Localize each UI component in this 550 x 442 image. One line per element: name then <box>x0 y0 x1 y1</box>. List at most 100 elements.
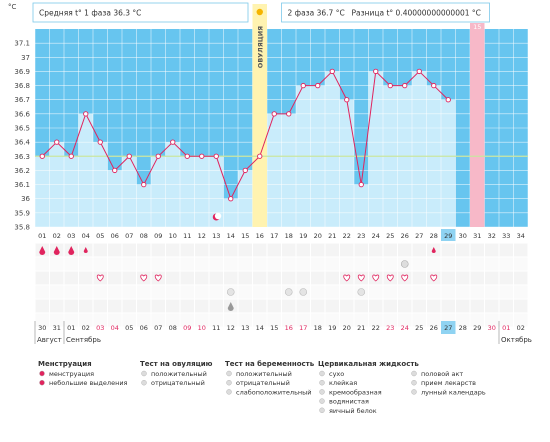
temperature-point <box>155 153 161 159</box>
temperature-bar <box>209 156 224 227</box>
symbol-cell <box>137 313 151 327</box>
symbol-cell <box>50 285 64 299</box>
calendar-day-label: 06 <box>140 324 148 332</box>
symbol-cell <box>296 257 310 271</box>
symbol-cell <box>514 285 528 299</box>
symbol-cell <box>369 243 383 257</box>
legend-icon <box>141 370 147 377</box>
symbol-cell <box>412 271 426 285</box>
symbol-cell <box>166 313 180 327</box>
legend-item: сухо <box>329 370 344 378</box>
symbol-cell <box>456 299 470 313</box>
legend-icon <box>319 380 325 386</box>
symbol-cell <box>151 285 165 299</box>
symbol-cell <box>383 299 397 313</box>
symbol-cell <box>412 257 426 271</box>
top-day-label: 13 <box>444 23 452 31</box>
symbol-cell <box>354 313 368 327</box>
calendar-day-label: 08 <box>169 324 177 332</box>
top-day-label: 11 <box>415 23 423 31</box>
symbol-cell <box>267 299 281 313</box>
symbol-cell <box>441 299 455 313</box>
symbol-cell <box>64 299 78 313</box>
calendar-day-label: 07 <box>154 324 162 332</box>
symbol-cell <box>456 257 470 271</box>
symbol-cell <box>224 257 238 271</box>
symbol-cell <box>296 271 310 285</box>
y-tick-label: 36.5 <box>14 125 30 133</box>
top-day-label: 07 <box>357 23 365 31</box>
intercourse-icon <box>372 274 380 282</box>
intercourse-icon <box>343 274 351 282</box>
legend-title: Тест на беременность <box>225 360 315 368</box>
symbol-cell <box>514 243 528 257</box>
symbol-cell <box>238 285 252 299</box>
calendar-day-label: 11 <box>212 324 220 332</box>
legend-item: клейкая <box>329 379 357 387</box>
symbol-cell <box>137 285 151 299</box>
symbol-cell <box>224 313 238 327</box>
cycle-day-label: 31 <box>473 232 481 240</box>
symbol-cell <box>108 313 122 327</box>
temperature-point <box>97 139 103 145</box>
legend-title: Цервикальная жидкость <box>318 360 419 368</box>
symbol-cell <box>151 257 165 271</box>
temperature-bar <box>122 156 137 227</box>
symbol-cell <box>238 257 252 271</box>
symbol-cell <box>35 271 49 285</box>
symbol-cell <box>470 271 484 285</box>
symbol-cell <box>485 313 499 327</box>
calendar-day-label: 28 <box>459 324 467 332</box>
symbol-cell <box>325 243 339 257</box>
symbol-cell <box>209 257 223 271</box>
calendar-day-label: 18 <box>314 324 322 332</box>
y-axis: °C 35.8 35.9 36 36.1 36.2 36.3 36.4 36.5 36.6 36.7… <box>8 3 31 232</box>
top-day-label: 15 <box>473 23 481 31</box>
current-date-highlight <box>441 321 456 334</box>
symbol-cell <box>195 285 209 299</box>
cervical-icon <box>299 288 308 296</box>
legend-item: лунный календарь <box>421 388 486 396</box>
symbol-cell <box>151 243 165 257</box>
symbol-cell <box>282 271 296 285</box>
top-day-label: 18 <box>517 23 525 31</box>
temperature-point <box>228 196 234 202</box>
temperature-point <box>68 153 74 159</box>
symbol-cell <box>180 257 194 271</box>
symbol-cell <box>79 313 93 327</box>
top-day-label: 12 <box>430 23 438 31</box>
y-tick-label: 36.6 <box>14 110 30 118</box>
symbol-cell <box>470 313 484 327</box>
symbol-cell <box>325 271 339 285</box>
intercourse-icon <box>154 274 162 282</box>
calendar-day-label: 02 <box>517 324 525 332</box>
temperature-point <box>242 167 248 174</box>
symbol-cell <box>499 243 513 257</box>
temperature-point <box>199 153 205 159</box>
top-day-label: 08 <box>372 23 380 31</box>
legend-item: прием лекарств <box>421 379 476 387</box>
calendar-day-label: 01 <box>502 324 510 332</box>
symbol-cell <box>50 271 64 285</box>
symbol-cell <box>93 257 107 271</box>
symbol-cell <box>412 313 426 327</box>
symbol-cell <box>253 243 267 257</box>
temperature-point <box>431 82 437 89</box>
calendar-day-label: 15 <box>270 324 278 332</box>
cycle-day-label: 13 <box>212 232 220 240</box>
legend-title: Тест на овуляцию <box>140 360 213 368</box>
symbol-cell <box>93 299 107 313</box>
phase1-box <box>32 2 249 23</box>
symbol-cell <box>514 313 528 327</box>
temperature-point <box>315 82 321 89</box>
temperature-point <box>358 181 364 188</box>
legend-item: менструация <box>49 370 94 378</box>
spotting-icon <box>431 247 436 253</box>
top-day-label: 03 <box>299 23 307 31</box>
symbol-cell <box>253 313 267 327</box>
top-day-label: 06 <box>343 23 351 31</box>
symbol-cell <box>180 271 194 285</box>
symbol-cell <box>470 299 484 313</box>
symbol-cell <box>35 313 49 327</box>
symbol-cell <box>64 257 78 271</box>
